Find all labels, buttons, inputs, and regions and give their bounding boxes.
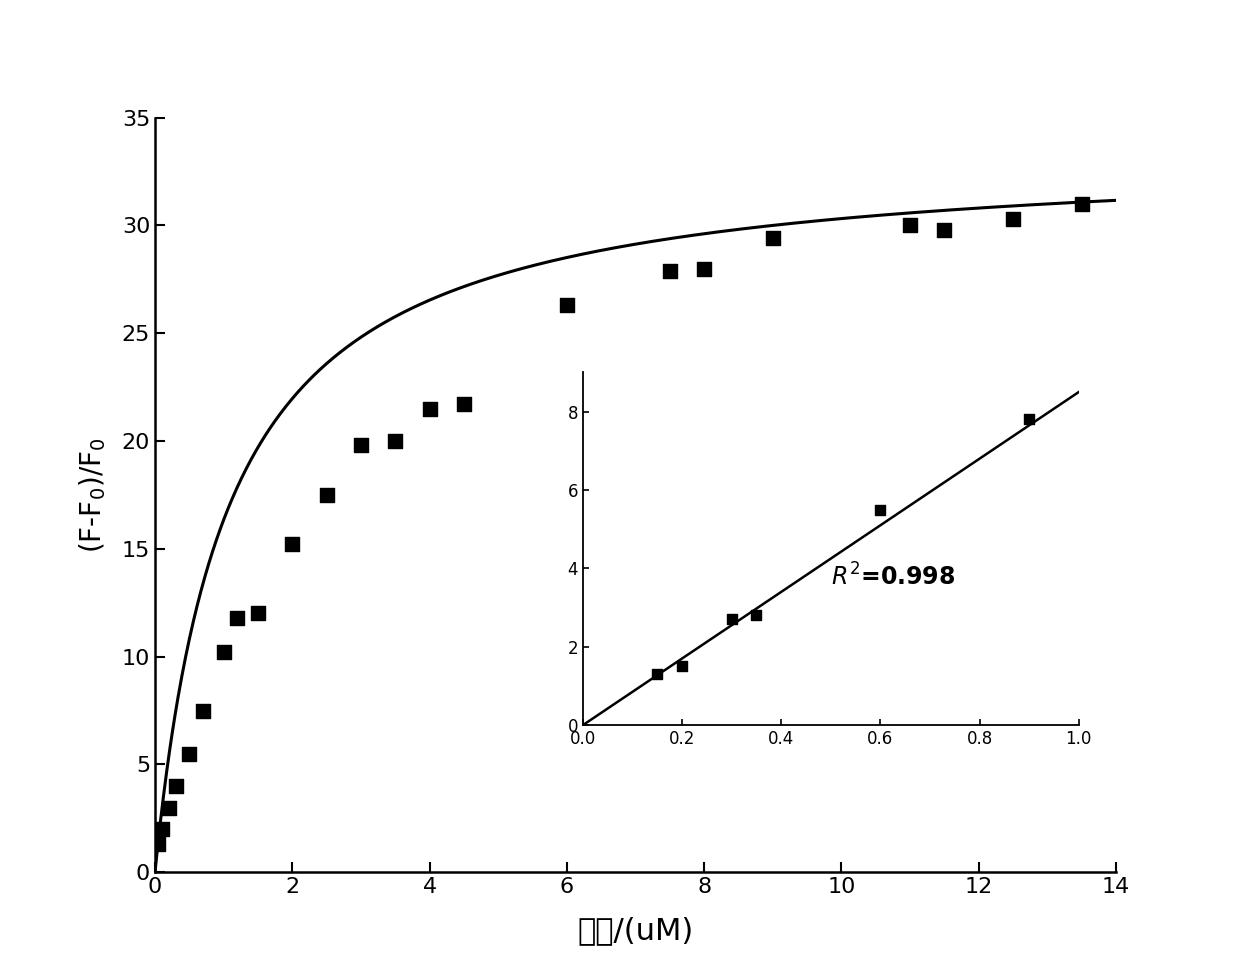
Point xyxy=(722,612,742,627)
Point xyxy=(647,666,667,682)
Point xyxy=(248,606,268,621)
Point xyxy=(153,821,172,837)
Point xyxy=(763,230,782,246)
Point xyxy=(746,608,766,623)
Text: $R^2$=0.998: $R^2$=0.998 xyxy=(831,564,955,591)
Point xyxy=(660,263,680,278)
Point xyxy=(557,297,577,313)
Point xyxy=(180,746,200,761)
Point xyxy=(316,487,336,503)
Point xyxy=(149,836,169,852)
Point xyxy=(694,261,714,276)
Point xyxy=(351,437,371,453)
Point xyxy=(1003,211,1023,226)
Point xyxy=(672,659,692,674)
Point xyxy=(454,397,474,413)
Point xyxy=(1019,412,1039,427)
Y-axis label: (F-F$_0$)/F$_0$: (F-F$_0$)/F$_0$ xyxy=(77,437,108,553)
Point xyxy=(900,218,920,233)
Point xyxy=(283,537,303,553)
Point xyxy=(935,221,955,237)
Point xyxy=(870,502,890,517)
Point xyxy=(159,800,179,815)
Point xyxy=(386,433,405,449)
Point xyxy=(213,645,233,661)
Point xyxy=(193,703,213,718)
Point xyxy=(227,610,247,625)
Point xyxy=(166,778,186,794)
Point xyxy=(1071,196,1091,212)
X-axis label: 浓度/(uM): 浓度/(uM) xyxy=(578,916,693,946)
Point xyxy=(419,401,439,416)
